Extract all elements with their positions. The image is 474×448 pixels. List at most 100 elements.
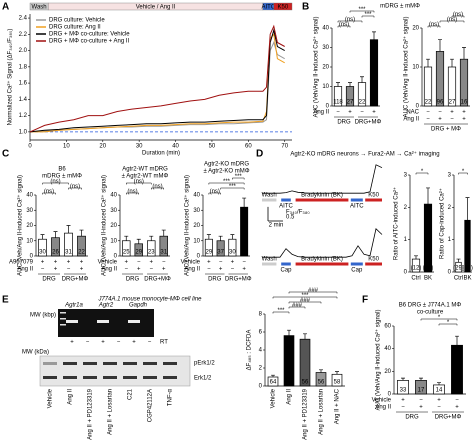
n-label: 25 xyxy=(123,250,130,256)
x-tick-label: 0 xyxy=(28,144,32,150)
row-mark: + xyxy=(242,267,246,273)
n-label: 96 xyxy=(371,100,378,106)
panel-label: A xyxy=(2,2,9,13)
y-tick-label: 1.0 xyxy=(19,129,28,135)
bar xyxy=(423,203,433,273)
blot-band xyxy=(83,376,97,379)
group-label: DRG+MΦ xyxy=(355,120,382,126)
n-label: 58 xyxy=(334,380,341,386)
phase-label: K50 xyxy=(278,4,289,10)
bracket xyxy=(337,20,363,23)
row-mark: + xyxy=(455,405,459,411)
phase-label: Wash xyxy=(32,4,47,10)
error-bar xyxy=(401,377,405,381)
n-label: 31 xyxy=(65,250,72,256)
band-label: Erk1/2 xyxy=(194,376,212,382)
n-label: 29 xyxy=(135,250,142,256)
row-mark: − xyxy=(438,110,442,116)
x-tick-label: Ang II + PD123319 xyxy=(303,388,309,440)
row-label: Ang II xyxy=(375,405,391,411)
row-label: Ang II xyxy=(17,267,33,273)
y-axis-label: AUC (Veh/Ang II-induced Ca²⁺ signal) xyxy=(375,310,382,411)
x-tick-label: Ctrl xyxy=(454,276,463,282)
bracket xyxy=(349,10,375,13)
bracket xyxy=(208,192,221,195)
bracket xyxy=(68,187,82,190)
x-tick-label: Ang II xyxy=(287,389,293,405)
phase-label: AITC xyxy=(262,4,276,10)
chart-title: mDRG ± mMΦ xyxy=(42,174,82,180)
significance: (ns) xyxy=(345,17,355,23)
scale-y-label: F₃₄₀/F₃₈₀ xyxy=(286,210,310,216)
error-bar xyxy=(414,255,418,260)
n-label: 64 xyxy=(270,380,277,386)
x-tick-label: 30 xyxy=(136,144,143,150)
y-tick-label: 20 xyxy=(322,65,329,71)
significance: *** xyxy=(223,179,231,185)
trace-line xyxy=(262,228,383,258)
row-label: A967079 xyxy=(9,260,34,266)
row-mark: + xyxy=(54,260,58,266)
error-bar xyxy=(242,197,247,208)
panel-label: B xyxy=(302,2,309,13)
y-tick-label: 1.4 xyxy=(19,97,28,103)
n-label: (26) xyxy=(462,266,473,272)
bracket xyxy=(427,25,441,28)
y-tick-label: 10 xyxy=(193,238,200,244)
significance: * xyxy=(438,315,441,321)
gene-label: Agtr2 xyxy=(98,303,114,309)
phase-label: Wash xyxy=(262,257,277,263)
y-tick-label: 60 xyxy=(384,324,391,330)
n-label: 30 xyxy=(229,250,236,256)
bar xyxy=(435,51,445,107)
group-label: DRG xyxy=(337,120,351,126)
y-axis-label: AUC (Veh/Ang II-induced Ca²⁺ signal) xyxy=(403,17,410,118)
row-label: Ang II xyxy=(101,267,117,273)
phase-bar xyxy=(262,198,277,202)
ladder-band xyxy=(60,324,66,326)
significance: (ns) xyxy=(134,179,144,185)
bracket xyxy=(232,177,245,180)
error-bar xyxy=(336,82,340,87)
row-label: Ang II xyxy=(313,110,329,116)
n-label: 23 xyxy=(148,250,155,256)
y-axis-label: ΔF₄₈₅ : DCFDA xyxy=(247,330,253,371)
significance: (ns) xyxy=(70,184,80,190)
bracket xyxy=(220,187,245,190)
error-bar xyxy=(206,234,211,240)
bracket xyxy=(415,172,429,175)
lane-label: Ang II xyxy=(68,389,74,405)
bar xyxy=(464,219,471,273)
n-label: 53 xyxy=(286,380,293,386)
bracket xyxy=(272,311,290,314)
significance: *** xyxy=(364,12,372,18)
row-mark: − xyxy=(455,398,459,404)
row-mark: + xyxy=(348,110,352,116)
y-axis-label: Ratio of AITC-induced Ca²⁺ xyxy=(393,187,400,260)
legend-label: DRG + MΦ co-culture + Ang II xyxy=(49,39,129,45)
y-tick-label: 2.2 xyxy=(19,32,28,38)
row-mark: + xyxy=(137,267,141,273)
panel-title: Agtr2-KO mDRG neurons → Fura2-AM → Ca²⁺ … xyxy=(290,151,439,158)
phase-label: K50 xyxy=(368,257,379,263)
bracket xyxy=(288,306,306,309)
bracket xyxy=(361,15,375,18)
lane-label: Ang II + Losartan xyxy=(108,389,114,435)
blot-band xyxy=(63,376,77,379)
phase-bar xyxy=(365,198,382,202)
row-label: NAC xyxy=(406,110,419,116)
row-mark: + xyxy=(219,267,223,273)
y-tick-label: 0 xyxy=(326,104,330,110)
blot-band xyxy=(123,376,137,379)
row-mark: + xyxy=(438,117,442,123)
row-mark: − xyxy=(336,110,340,116)
pcr-band xyxy=(128,320,140,323)
significance: (ns) xyxy=(44,189,54,195)
significance: ### xyxy=(292,303,303,309)
row-mark: + xyxy=(462,110,466,116)
phase-bar xyxy=(262,262,277,266)
significance: *** xyxy=(358,7,366,13)
rt-mark: − xyxy=(117,340,121,346)
n-label: 29 xyxy=(206,250,213,256)
phase-bar xyxy=(273,2,293,11)
